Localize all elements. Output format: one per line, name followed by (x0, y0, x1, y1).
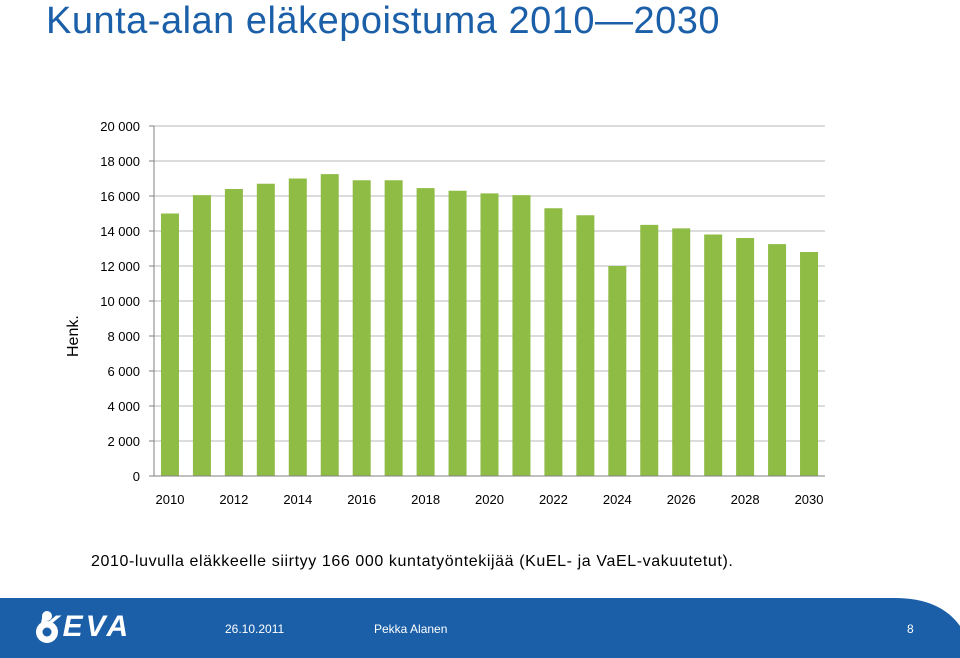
x-tick-label: 2012 (219, 492, 248, 507)
x-tick-label: 2028 (731, 492, 760, 507)
y-axis-label: Henk. (65, 315, 82, 357)
keva-emblem-icon (36, 611, 58, 643)
x-tick-label: 2016 (347, 492, 376, 507)
y-tick-label: 14 000 (100, 224, 140, 239)
footer-date: 26.10.2011 (225, 622, 285, 636)
bar-2011 (192, 195, 211, 476)
bar-2029 (768, 244, 787, 476)
bar-2027 (704, 234, 723, 476)
bar-2013 (256, 183, 275, 476)
axes (149, 125, 825, 477)
x-tick-label: 2010 (156, 492, 185, 507)
bar-2028 (736, 238, 755, 476)
x-tick-label: 2030 (795, 492, 824, 507)
x-tick-label: 2020 (475, 492, 504, 507)
footer-bar: KEVA 26.10.2011 Pekka Alanen 8 (0, 598, 960, 658)
bar-2020 (480, 193, 499, 476)
x-tick-label: 2018 (411, 492, 440, 507)
slide-title: Kunta-alan eläkepoistuma 2010—2030 (46, 0, 721, 42)
y-tick-label: 18 000 (100, 154, 140, 169)
bar-2025 (640, 224, 659, 476)
x-tick-label: 2014 (283, 492, 312, 507)
y-tick-label: 0 (133, 469, 140, 484)
bar-2022 (544, 208, 563, 476)
bar-chart: 0 2 000 4 000 6 000 8 000 10 000 12 000 14 000 1… (65, 119, 825, 507)
bar-2017 (384, 180, 403, 476)
bar-2023 (576, 215, 595, 476)
keva-logo: KEVA (32, 610, 131, 644)
bar-2019 (448, 190, 467, 476)
x-tick-label: 2024 (603, 492, 632, 507)
bar-2014 (288, 178, 307, 476)
bar-2010 (160, 213, 179, 476)
bar-2021 (512, 195, 531, 476)
y-tick-label: 6 000 (107, 364, 140, 379)
footer-background (0, 598, 960, 658)
bars (160, 174, 819, 476)
y-tick-label: 4 000 (107, 399, 140, 414)
y-tick-label: 10 000 (100, 294, 140, 309)
bar-2030 (800, 252, 819, 476)
chart-caption: 2010-luvulla eläkkeelle siirtyy 166 000 … (91, 553, 734, 570)
y-tick-label: 12 000 (100, 259, 140, 274)
y-tick-labels: 0 2 000 4 000 6 000 8 000 10 000 12 000 14 000 1… (100, 119, 140, 484)
y-tick-label: 2 000 (107, 434, 140, 449)
bar-2026 (672, 228, 691, 476)
bar-2015 (320, 174, 339, 476)
bar-2024 (608, 266, 627, 476)
x-tick-label: 2026 (667, 492, 696, 507)
bar-2018 (416, 188, 435, 476)
y-tick-label: 20 000 (100, 119, 140, 134)
y-tick-label: 16 000 (100, 189, 140, 204)
x-tick-labels: 2010 2012 2014 2016 2018 2020 2022 2024 2026 2028… (156, 492, 824, 507)
footer-presenter: Pekka Alanen (374, 622, 448, 636)
footer-page-number: 8 (907, 622, 914, 636)
bar-2016 (352, 180, 371, 476)
bar-2012 (224, 189, 243, 476)
y-tick-label: 8 000 (107, 329, 140, 344)
x-tick-label: 2022 (539, 492, 568, 507)
